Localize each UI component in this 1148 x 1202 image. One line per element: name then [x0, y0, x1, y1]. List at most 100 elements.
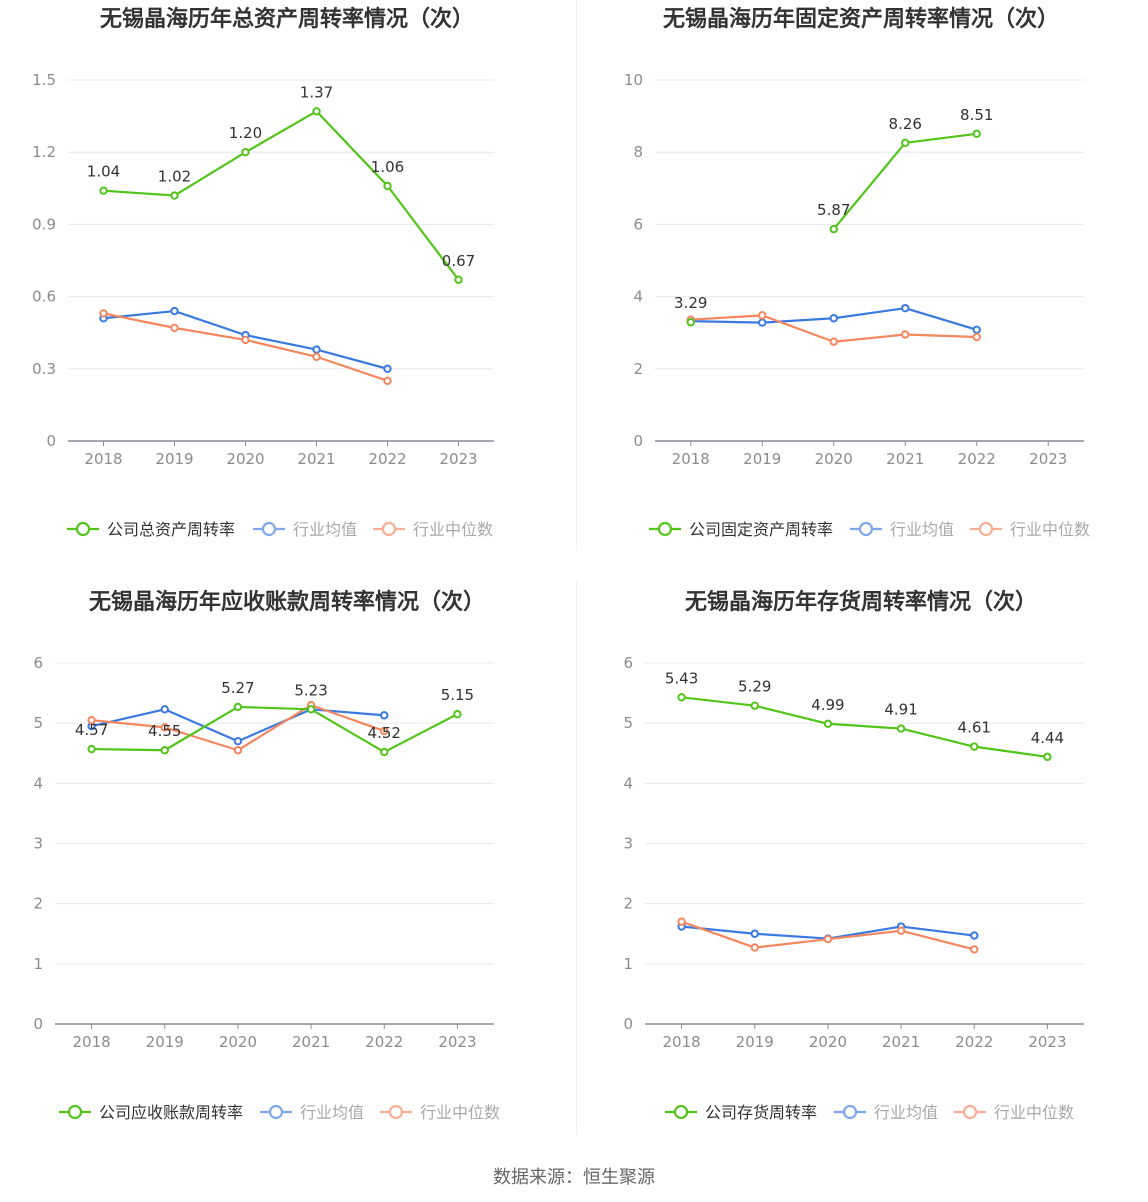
data-point-company — [233, 702, 243, 712]
legend-marker — [261, 521, 277, 537]
data-point-median — [383, 376, 392, 386]
legend-item-median: 行业中位数 — [970, 520, 1090, 539]
y-tick-label: 0 — [33, 1015, 43, 1033]
data-label: 8.51 — [960, 106, 993, 124]
y-tick-label: 1 — [33, 955, 43, 973]
data-point-average — [972, 325, 981, 335]
data-point-median — [829, 337, 838, 346]
data-point-average — [312, 345, 321, 354]
y-tick-label: 4 — [633, 288, 643, 306]
legend-marker — [388, 1104, 404, 1120]
y-tick-label: 4 — [623, 774, 633, 792]
data-label: 4.91 — [884, 701, 917, 719]
chart-panel-total-asset-turnover: 无锡晶海历年总资产周转率情况（次） 0 0.3 0.6 0.9 1.2 1.5 2018 201… — [0, 0, 574, 585]
legend-item-average: 行业均值 — [834, 1103, 938, 1122]
data-point-company — [829, 224, 838, 234]
x-tick-label: 2021 — [292, 1033, 330, 1051]
data-label: 5.29 — [738, 678, 771, 696]
legend-item-average: 行业均值 — [253, 520, 357, 539]
data-point-company — [686, 318, 695, 327]
data-point-company — [383, 181, 392, 191]
x-tick-label: 2020 — [226, 450, 264, 468]
legend-label: 行业中位数 — [413, 520, 493, 539]
data-label: 5.87 — [817, 201, 850, 219]
data-point-average — [758, 318, 767, 327]
data-point-company — [87, 744, 96, 754]
data-point-average — [170, 306, 179, 316]
data-point-median — [312, 352, 321, 361]
data-point-average — [970, 931, 979, 940]
legend-marker — [67, 1104, 83, 1120]
series-line-company — [681, 696, 1048, 758]
y-tick-label: 2 — [623, 895, 633, 913]
x-tick-label: 2018 — [662, 1033, 700, 1051]
data-point-company — [454, 275, 463, 284]
legend-label: 行业均值 — [293, 520, 357, 539]
data-label: 1.37 — [300, 83, 333, 101]
data-point-company — [453, 709, 462, 719]
x-tick-label: 2023 — [1028, 1033, 1066, 1051]
legend-item-company: 公司存货周转率 — [665, 1103, 817, 1122]
data-point-company — [170, 191, 179, 200]
legend-label: 行业均值 — [874, 1103, 938, 1122]
panel-divider-top — [576, 0, 577, 550]
y-tick-label: 6 — [633, 215, 643, 233]
legend-marker — [962, 1104, 978, 1120]
legend-marker — [978, 521, 994, 537]
x-tick-label: 2020 — [809, 1033, 847, 1051]
x-tick-label: 2019 — [743, 450, 781, 468]
data-point-median — [896, 926, 906, 935]
data-point-company — [1043, 752, 1052, 762]
data-label: 1.04 — [87, 163, 120, 181]
data-point-median — [750, 943, 759, 952]
legend-marker — [842, 1104, 858, 1120]
legend-label: 行业中位数 — [1010, 520, 1090, 539]
legend-item-median: 行业中位数 — [373, 520, 493, 539]
chart-fixed-asset-turnover: 无锡晶海历年固定资产周转率情况（次） 0 2 4 6 8 10 2018 2019 2020 202… — [624, 6, 1090, 539]
data-label: 0.67 — [442, 252, 475, 270]
panel-divider-bottom — [576, 580, 577, 1135]
legend-marker — [381, 521, 397, 537]
data-point-median — [970, 945, 979, 954]
x-tick-label: 2018 — [72, 1033, 110, 1051]
y-tick-label: 0 — [633, 432, 643, 450]
legend-marker — [75, 521, 91, 537]
legend-item-company: 公司固定资产周转率 — [649, 520, 833, 539]
y-tick-label: 1.5 — [32, 71, 56, 89]
data-point-company — [970, 742, 979, 751]
data-point-company — [901, 138, 910, 148]
data-point-company — [677, 693, 686, 702]
legend-label: 公司固定资产周转率 — [689, 520, 833, 539]
data-label: 1.20 — [229, 124, 262, 142]
x-tick-label: 2019 — [736, 1033, 774, 1051]
data-point-average — [901, 303, 910, 313]
data-label: 4.99 — [811, 696, 844, 714]
chart-panel-fixed-asset-turnover: 无锡晶海历年固定资产周转率情况（次） 0 2 4 6 8 10 2018 2019 2020 202… — [574, 0, 1148, 585]
legend-item-company: 公司总资产周转率 — [67, 520, 235, 539]
data-label: 4.61 — [958, 719, 991, 737]
legend-label: 公司应收账款周转率 — [99, 1103, 243, 1122]
chart-inventory-turnover: 无锡晶海历年存货周转率情况（次） 0 1 2 3 4 5 6 2018 2019 2020 2021 2… — [623, 589, 1084, 1122]
y-tick-label: 1 — [623, 955, 633, 973]
data-point-median — [160, 723, 169, 732]
y-tick-label: 6 — [623, 654, 633, 672]
series-line-median — [103, 312, 388, 382]
legend-item-company: 公司应收账款周转率 — [59, 1103, 243, 1122]
y-tick-label: 10 — [624, 71, 643, 89]
data-label: 1.06 — [371, 158, 404, 176]
data-point-company — [160, 746, 169, 755]
x-tick-label: 2019 — [155, 450, 193, 468]
x-tick-label: 2020 — [219, 1033, 257, 1051]
data-point-average — [233, 737, 243, 746]
legend-label: 行业中位数 — [994, 1103, 1074, 1122]
legend-item-median: 行业中位数 — [954, 1103, 1074, 1122]
data-label: 4.55 — [148, 722, 181, 740]
y-tick-label: 2 — [33, 895, 43, 913]
data-label: 5.27 — [221, 679, 254, 697]
data-point-company — [99, 186, 108, 195]
data-point-median — [901, 330, 910, 339]
x-tick-label: 2018 — [672, 450, 710, 468]
legend-label: 公司存货周转率 — [705, 1103, 817, 1122]
data-point-average — [380, 711, 389, 720]
x-tick-label: 2022 — [955, 1033, 993, 1051]
